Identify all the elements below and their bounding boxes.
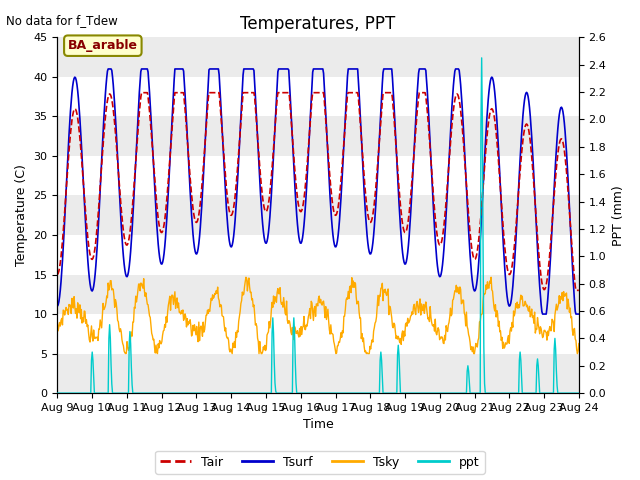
Y-axis label: Temperature (C): Temperature (C) [15,164,28,266]
X-axis label: Time: Time [303,419,333,432]
Text: No data for f_Tdew: No data for f_Tdew [6,14,118,27]
Title: Temperatures, PPT: Temperatures, PPT [241,15,396,33]
Bar [58,195,579,235]
Text: BA_arable: BA_arable [68,39,138,52]
Bar [58,116,579,156]
Legend: Tair, Tsurf, Tsky, ppt: Tair, Tsurf, Tsky, ppt [155,451,485,474]
Bar [58,354,579,393]
Y-axis label: PPT (mm): PPT (mm) [612,185,625,246]
Bar [58,275,579,314]
Bar [58,37,579,77]
